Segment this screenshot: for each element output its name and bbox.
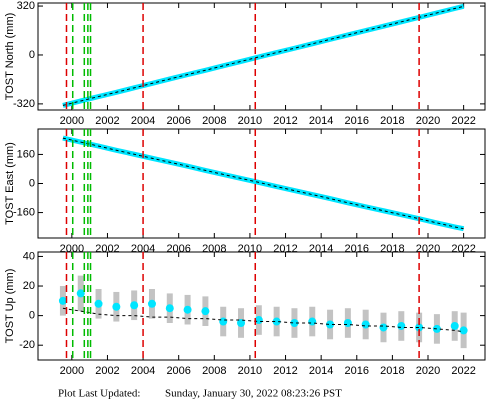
y-tick-label: 0 — [29, 310, 35, 322]
x-tick-label: 2008 — [202, 365, 226, 377]
x-tick-label: 2012 — [273, 365, 297, 377]
y-tick-label: -320 — [13, 98, 35, 110]
data-point — [58, 296, 67, 305]
y-tick-label: 160 — [17, 148, 35, 160]
data-point — [76, 289, 85, 298]
x-tick-label: 2008 — [202, 115, 226, 127]
x-tick-label: 2022 — [451, 365, 475, 377]
y-axis-label: TOST Up (mm) — [4, 269, 16, 344]
data-point — [415, 323, 424, 332]
x-tick-label: 2006 — [166, 115, 190, 127]
data-point — [112, 302, 121, 311]
data-point — [201, 307, 210, 316]
data-point — [130, 301, 139, 310]
data-point — [272, 317, 281, 326]
x-tick-label: 2014 — [309, 115, 333, 127]
model-line — [62, 307, 464, 333]
y-axis-label: TOST North (mm) — [4, 13, 16, 101]
x-tick-label: 2014 — [309, 365, 333, 377]
data-point — [450, 321, 459, 330]
x-tick-label: 2006 — [166, 365, 190, 377]
y-axis-label: TOST East (mm) — [4, 142, 16, 225]
x-tick-label: 2004 — [131, 365, 155, 377]
y-tick-label: -20 — [19, 339, 35, 351]
model-line — [62, 137, 464, 230]
x-tick-label: 2022 — [451, 115, 475, 127]
x-tick-label: 2000 — [60, 115, 84, 127]
footer-label: Plot Last Updated: — [58, 388, 141, 400]
model-line — [62, 5, 464, 106]
x-tick-label: 2018 — [380, 365, 404, 377]
x-tick-label: 2018 — [380, 115, 404, 127]
data-point — [94, 299, 103, 308]
y-tick-label: 0 — [29, 177, 35, 189]
y-tick-label: 0 — [29, 49, 35, 61]
x-tick-label: 2016 — [345, 115, 369, 127]
data-point — [219, 317, 228, 326]
data-point — [165, 304, 174, 313]
data-point — [361, 320, 370, 329]
footer-timestamp: Sunday, January 30, 2022 08:23:26 PST — [165, 388, 342, 400]
x-tick-label: 2010 — [238, 115, 262, 127]
x-tick-label: 2004 — [131, 115, 155, 127]
x-tick-label: 2016 — [345, 365, 369, 377]
y-tick-label: -160 — [13, 206, 35, 218]
x-tick-label: 2002 — [95, 365, 119, 377]
plot-frame — [37, 2, 486, 111]
data-point — [183, 305, 192, 314]
x-tick-label: 2002 — [95, 115, 119, 127]
data-point — [397, 321, 406, 330]
y-tick-label: 320 — [17, 0, 35, 12]
data-point — [432, 324, 441, 333]
data-point — [290, 319, 299, 328]
y-tick-label: 40 — [23, 250, 35, 262]
data-point — [326, 320, 335, 329]
x-tick-label: 2020 — [416, 365, 440, 377]
y-tick-label: 20 — [23, 280, 35, 292]
x-tick-label: 2020 — [416, 115, 440, 127]
plot-frame — [37, 251, 486, 361]
x-tick-label: 2000 — [60, 365, 84, 377]
data-point — [308, 317, 317, 326]
data-point — [254, 316, 263, 325]
data-point — [237, 319, 246, 328]
x-tick-label: 2012 — [273, 115, 297, 127]
x-tick-label: 2010 — [238, 365, 262, 377]
data-point — [459, 326, 468, 335]
data-point — [343, 319, 352, 328]
data-point — [379, 323, 388, 332]
data-point — [147, 299, 156, 308]
